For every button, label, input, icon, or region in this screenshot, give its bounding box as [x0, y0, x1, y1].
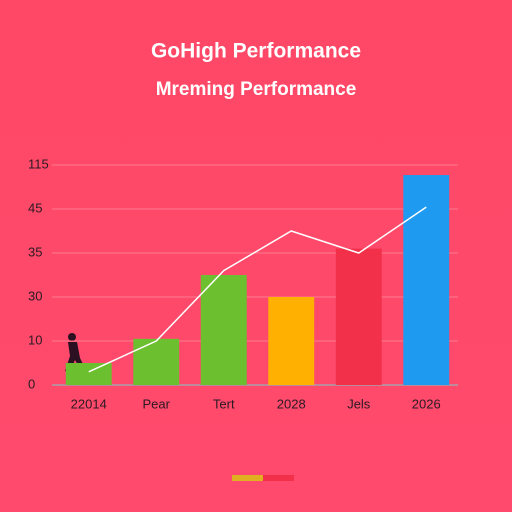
x-tick-label: Jels	[347, 396, 371, 411]
y-tick-label: 45	[28, 200, 42, 215]
x-tick-label: Pear	[143, 396, 171, 411]
legend-swatch	[232, 475, 263, 481]
legend-swatch	[263, 475, 294, 481]
x-tick-label: Tert	[213, 396, 235, 411]
y-tick-label: 115	[28, 156, 49, 171]
chart-title: GoHigh Performance	[151, 40, 361, 63]
chart-subtitle: Mreming Performance	[156, 79, 357, 100]
x-tick-label: 2026	[412, 396, 441, 411]
bar	[403, 175, 450, 385]
y-tick-label: 30	[28, 288, 42, 303]
y-tick-label: 10	[28, 332, 42, 347]
y-tick-label: 35	[28, 244, 42, 259]
line	[88, 206, 427, 373]
x-tick-label: 2028	[277, 396, 306, 411]
y-tick-label: 0	[28, 376, 35, 391]
bar	[65, 363, 112, 385]
bar	[200, 275, 247, 385]
x-tick-label: 22014	[71, 396, 107, 411]
bar	[133, 338, 180, 385]
bar	[335, 248, 382, 385]
bar	[268, 297, 315, 385]
